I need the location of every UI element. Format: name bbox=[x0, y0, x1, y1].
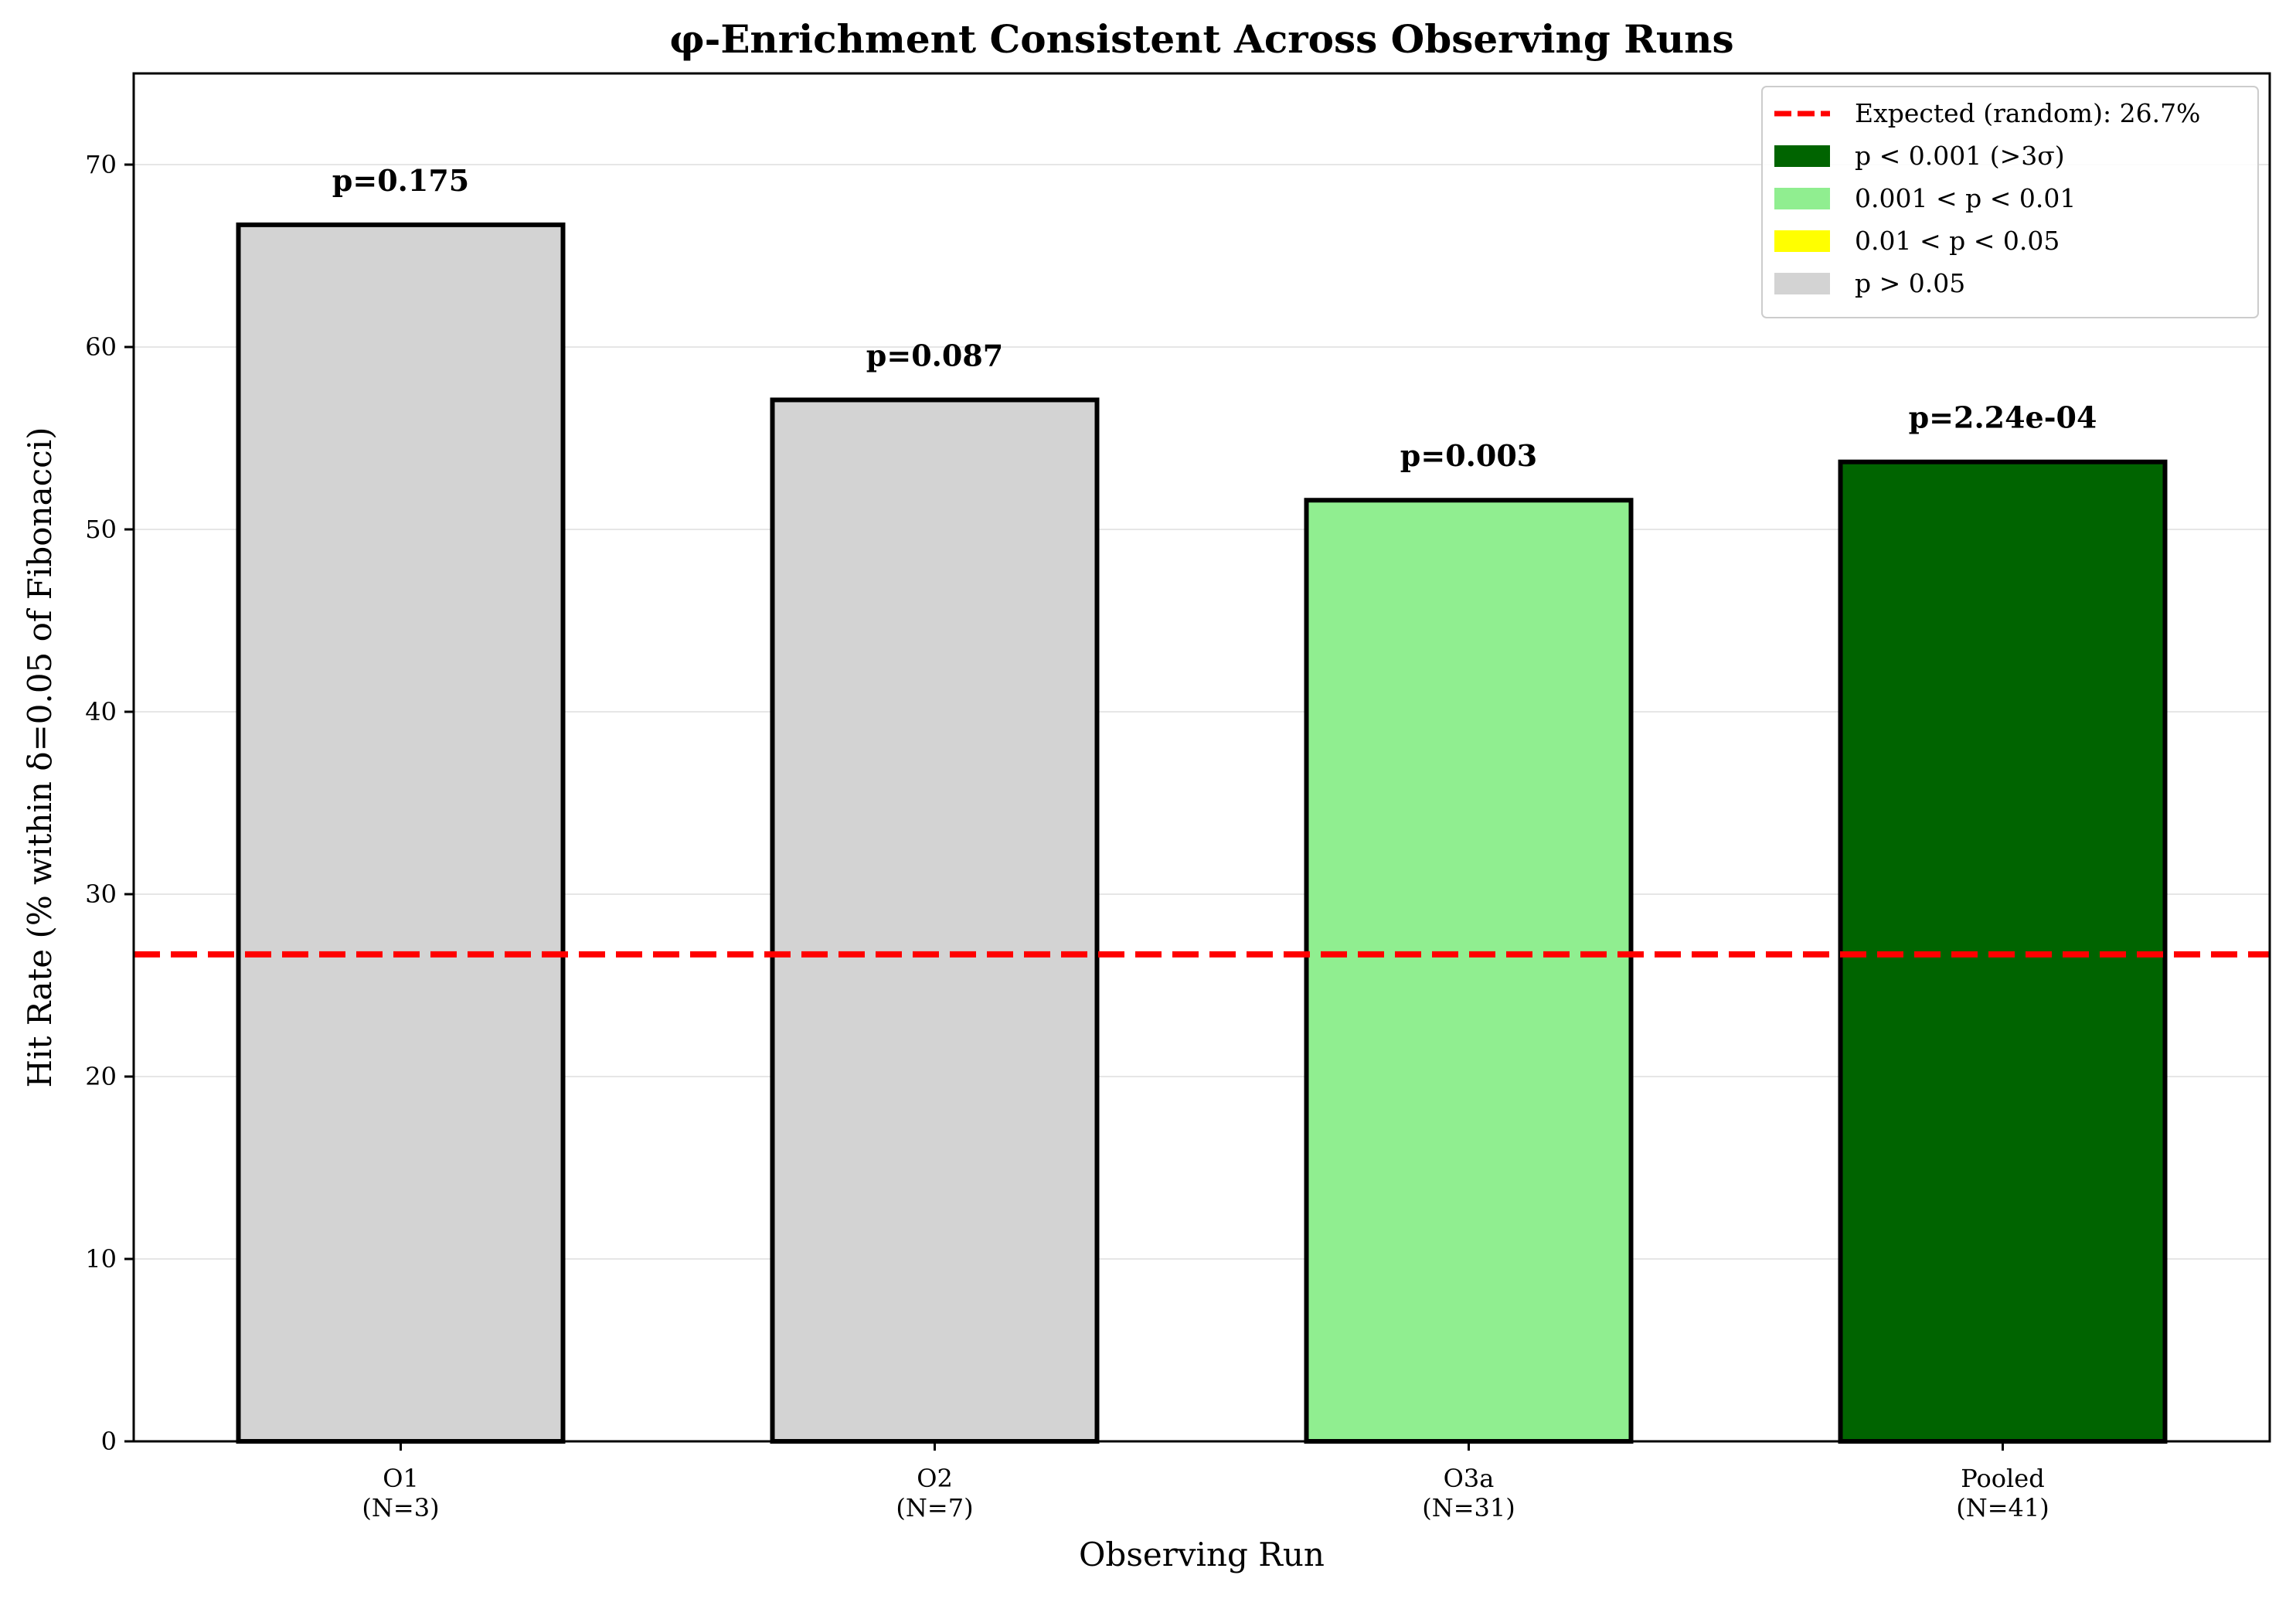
bars: p=0.175 p=0.087 p=0.003 p=2.24e-04 bbox=[236, 163, 2168, 1444]
x-tick-label: O2 bbox=[917, 1464, 953, 1493]
x-tick-sublabel: (N=7) bbox=[896, 1493, 973, 1522]
bar bbox=[236, 222, 566, 1444]
x-tick-label: O3a bbox=[1444, 1464, 1495, 1493]
y-tick-label: 30 bbox=[85, 879, 117, 909]
y-tick-label: 20 bbox=[85, 1062, 117, 1091]
legend-color-swatch bbox=[1774, 145, 1830, 167]
legend-entry-label: 0.01 < p < 0.05 bbox=[1855, 226, 2060, 256]
chart-title: φ-Enrichment Consistent Across Observing… bbox=[669, 16, 1733, 62]
x-tick-label: Pooled bbox=[1961, 1464, 2044, 1493]
y-tick-label: 50 bbox=[85, 515, 117, 544]
legend-color-swatch bbox=[1774, 273, 1830, 294]
y-tick-label: 60 bbox=[85, 332, 117, 362]
y-axis: 0 10 20 30 40 50 60 70 bbox=[85, 150, 134, 1456]
x-tick-sublabel: (N=3) bbox=[362, 1493, 439, 1522]
x-tick-label: O1 bbox=[383, 1464, 419, 1493]
x-tick-sublabel: (N=41) bbox=[1956, 1493, 2049, 1522]
legend-color-swatch bbox=[1774, 188, 1830, 209]
legend-entry-label: p < 0.001 (>3σ) bbox=[1855, 141, 2065, 171]
legend-entry-label: Expected (random): 26.7% bbox=[1855, 98, 2200, 128]
x-axis-label: Observing Run bbox=[1079, 1536, 1325, 1573]
legend-box bbox=[1761, 86, 2259, 318]
legend-entry-label: 0.001 < p < 0.01 bbox=[1855, 183, 2076, 213]
x-axis: O1(N=3) O2(N=7) O3a(N=31) Pooled(N=41) bbox=[362, 1441, 2049, 1522]
y-tick-label: 70 bbox=[85, 150, 117, 179]
y-tick-label: 10 bbox=[85, 1244, 117, 1274]
x-tick-sublabel: (N=31) bbox=[1422, 1493, 1515, 1522]
legend-entry-label: p > 0.05 bbox=[1855, 268, 1965, 298]
bar-value-label: p=0.087 bbox=[866, 338, 1003, 373]
y-axis-label: Hit Rate (% within δ=0.05 of Fibonacci) bbox=[21, 427, 59, 1087]
bar bbox=[1304, 498, 1634, 1444]
bar bbox=[770, 397, 1100, 1444]
plot-frame bbox=[132, 72, 2271, 1443]
bar-value-label: p=2.24e-04 bbox=[1909, 400, 2097, 435]
bar-value-label: p=0.175 bbox=[332, 163, 469, 198]
y-tick-label: 40 bbox=[85, 697, 117, 726]
bar-value-label: p=0.003 bbox=[1400, 438, 1537, 473]
legend: Expected (random): 26.7% p < 0.001 (>3σ) 0… bbox=[1761, 86, 2259, 318]
y-tick-label: 0 bbox=[101, 1427, 117, 1456]
legend-color-swatch bbox=[1774, 230, 1830, 252]
